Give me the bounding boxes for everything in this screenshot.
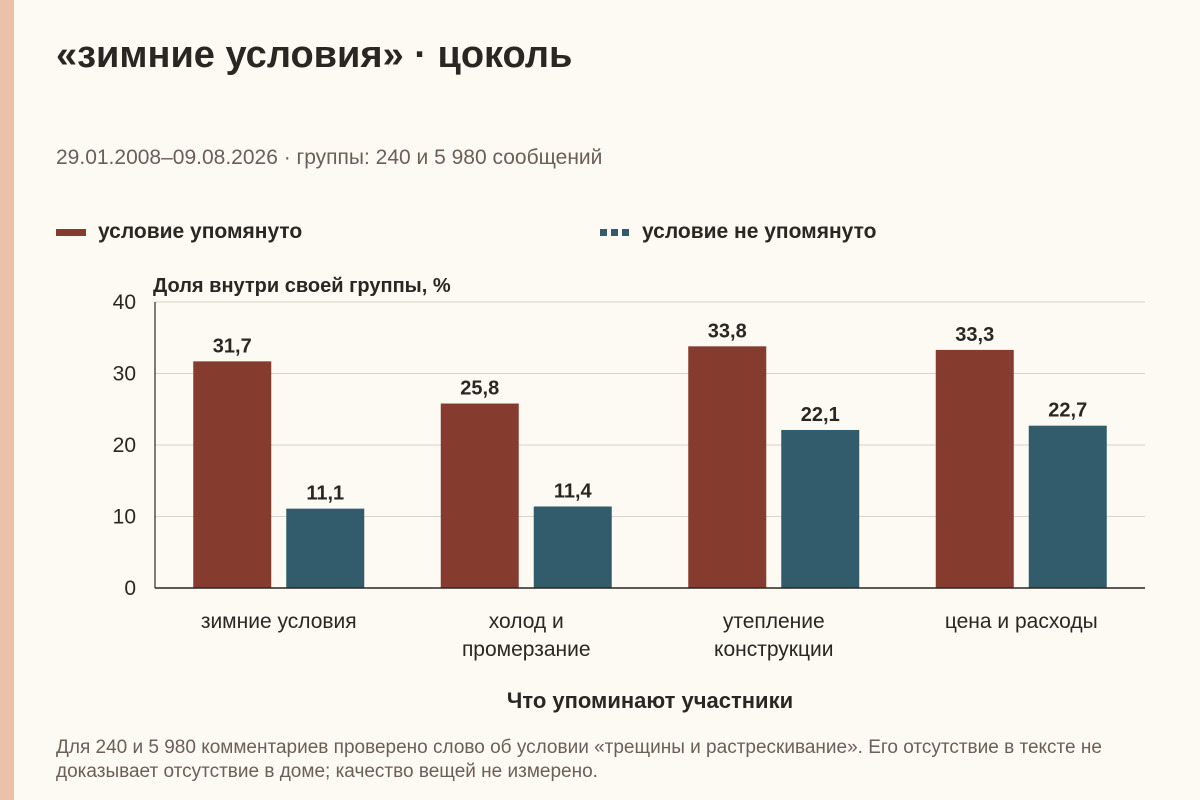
legend-label-mentioned: условие упомянуто (98, 220, 303, 243)
y-tick-label: 20 (113, 434, 136, 457)
page-subtitle: 29.01.2008–09.08.2026 · группы: 240 и 5 … (56, 146, 603, 169)
legend-swatch-mentioned (56, 228, 86, 236)
x-category-label: цена и расходы (945, 610, 1098, 633)
bar-not-mentioned (533, 506, 612, 588)
bar-not-mentioned (1028, 425, 1107, 588)
y-tick-label: 30 (113, 363, 136, 386)
bar-not-mentioned (286, 508, 365, 588)
bar-value-label: 31,7 (213, 335, 252, 357)
bar-value-label: 25,8 (460, 378, 499, 400)
page-title: «зимние условия» · цоколь (56, 34, 573, 76)
bar-mentioned (935, 349, 1014, 588)
x-axis-label: Что упоминают участники (507, 688, 793, 713)
legend-swatch-not-mentioned (600, 228, 630, 236)
x-category-label: утепление конструкции (714, 610, 833, 661)
y-tick-label: 40 (113, 291, 136, 314)
bar-not-mentioned (781, 429, 860, 588)
y-tick-label: 0 (124, 577, 136, 600)
bar-value-label: 22,1 (801, 404, 840, 426)
x-category-label: зимние условия (201, 610, 357, 633)
bar-value-label: 11,4 (554, 480, 593, 502)
data-labels: 31,7 11,1 25,8 11,4 33,8 22,1 33,3 22,7 (213, 320, 1087, 504)
bar-value-label: 22,7 (1048, 400, 1087, 422)
bar-mentioned (193, 361, 272, 588)
legend-label-not-mentioned: условие не упомянуто (642, 220, 877, 243)
bar-mentioned (688, 346, 767, 588)
y-tick-label: 10 (113, 506, 136, 529)
x-category-label: холод и промерзание (462, 610, 591, 661)
bar-mentioned (440, 403, 519, 588)
bar-value-label: 33,3 (955, 324, 994, 346)
bar-value-label: 11,1 (306, 483, 344, 505)
bar-value-label: 33,8 (708, 320, 747, 342)
accent-bar (0, 0, 14, 800)
x-category-labels: зимние условия холод и промерзание утеплени… (201, 610, 1098, 661)
y-axis-label: Доля внутри своей группы, % (153, 275, 451, 297)
legend-item-not-mentioned: условие не упомянуто (600, 220, 876, 244)
y-tick-labels: 0 10 20 30 40 (113, 291, 136, 600)
bars (193, 346, 1107, 588)
footnote: Для 240 и 5 980 комментариев проверено с… (56, 737, 1102, 782)
legend-item-mentioned: условие упомянуто (56, 220, 302, 244)
